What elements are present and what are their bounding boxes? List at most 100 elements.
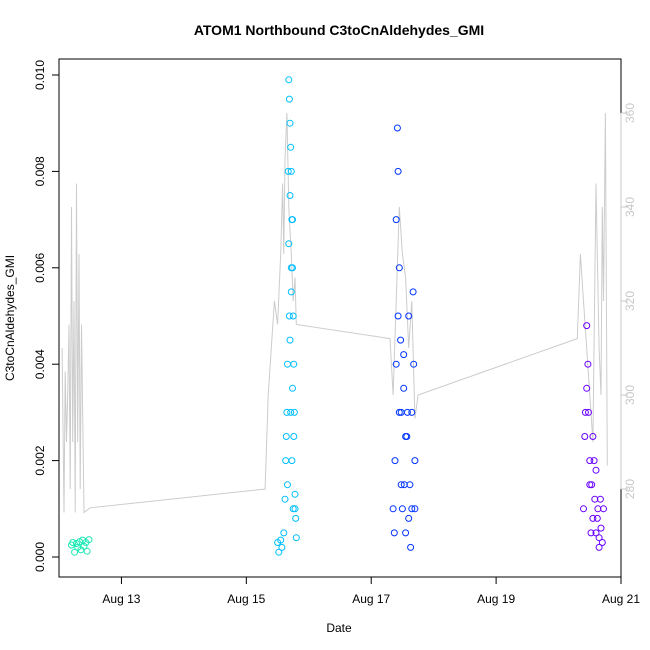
data-point-series-4 xyxy=(595,534,603,542)
y2-tick-label: 320 xyxy=(623,291,637,311)
x-tick-label: Aug 13 xyxy=(102,592,140,606)
data-point-series-2 xyxy=(281,495,289,503)
data-point-series-1 xyxy=(83,547,91,555)
data-point-series-2 xyxy=(286,192,294,199)
y-tick-label: 0.000 xyxy=(33,542,47,572)
data-point-series-3 xyxy=(389,505,397,513)
data-point-series-3 xyxy=(392,216,400,224)
data-point-series-2 xyxy=(284,167,292,175)
data-point-series-3 xyxy=(397,481,405,489)
data-point-series-3 xyxy=(395,264,403,272)
x-axis: Aug 13 Aug 15 Aug 17 Aug 19 Aug 21 xyxy=(102,576,640,606)
data-point-series-4 xyxy=(581,408,589,416)
data-point-series-3 xyxy=(407,543,415,551)
secondary-line-layer xyxy=(61,112,608,514)
data-point-series-3 xyxy=(409,288,417,296)
data-point-series-4 xyxy=(595,543,603,551)
data-point-series-2 xyxy=(277,536,285,544)
data-point-series-2 xyxy=(282,457,290,465)
data-point-series-4 xyxy=(592,529,600,537)
data-point-series-3 xyxy=(411,505,419,513)
data-point-series-4 xyxy=(600,505,607,513)
data-point-series-2 xyxy=(290,408,298,416)
data-point-series-4 xyxy=(586,457,594,465)
data-point-series-2 xyxy=(291,490,299,498)
y-tick-label: 0.002 xyxy=(33,445,47,475)
plot-frame xyxy=(58,58,622,578)
data-point-series-2 xyxy=(286,336,294,344)
y-tick-label: 0.008 xyxy=(33,156,47,186)
data-point-series-2 xyxy=(288,457,296,465)
x-tick-label: Aug 19 xyxy=(477,592,515,606)
data-point-series-2 xyxy=(287,143,295,151)
data-point-series-2 xyxy=(284,481,291,489)
data-point-series-3 xyxy=(408,408,416,416)
data-point-series-4 xyxy=(585,408,592,416)
y2-tick-label: 280 xyxy=(623,479,637,499)
y-tick-label: 0.006 xyxy=(33,252,47,282)
y-tick-label: 0.004 xyxy=(33,349,47,379)
data-point-series-3 xyxy=(405,514,413,522)
data-point-series-4 xyxy=(598,539,606,546)
data-point-series-2 xyxy=(275,548,283,556)
data-point-series-4 xyxy=(593,514,601,522)
data-point-series-3 xyxy=(394,312,402,320)
data-point-series-4 xyxy=(588,481,596,489)
data-point-series-4 xyxy=(580,505,587,513)
data-point-series-4 xyxy=(583,322,591,330)
data-point-series-2 xyxy=(285,240,293,248)
data-point-series-3 xyxy=(395,408,403,416)
data-point-series-2 xyxy=(289,505,297,513)
data-point-series-2 xyxy=(280,529,288,537)
data-point-series-1 xyxy=(80,542,88,550)
x-tick-label: Aug 17 xyxy=(352,592,390,606)
data-point-series-2 xyxy=(287,408,295,416)
data-point-series-4 xyxy=(586,481,594,489)
data-point-series-1 xyxy=(69,539,77,546)
data-point-series-3 xyxy=(405,312,413,320)
data-point-series-3 xyxy=(398,505,406,513)
data-point-series-2 xyxy=(289,216,296,224)
data-point-series-2 xyxy=(292,514,300,522)
data-point-series-4 xyxy=(596,495,604,503)
y-axis-label: C3toCnAldehydes_GMI xyxy=(3,255,17,381)
data-point-series-2 xyxy=(289,384,296,392)
y2-axis: 280 300 320 340 360 xyxy=(620,103,637,499)
chart-title: ATOM1 Northbound C3toCnAldehydes_GMI xyxy=(194,22,484,38)
data-point-series-2 xyxy=(285,312,293,320)
data-point-series-2 xyxy=(290,360,298,368)
data-point-series-3 xyxy=(391,457,399,465)
data-point-series-2 xyxy=(289,312,297,320)
data-point-series-4 xyxy=(597,524,605,532)
x-axis-label: Date xyxy=(326,621,352,635)
data-point-series-3 xyxy=(390,529,398,537)
data-point-series-2 xyxy=(287,167,295,175)
data-point-series-3 xyxy=(397,336,405,344)
data-point-series-3 xyxy=(400,351,408,359)
data-point-series-1 xyxy=(71,548,79,556)
data-point-series-4 xyxy=(589,514,597,522)
data-point-series-3 xyxy=(411,457,419,465)
data-point-series-2 xyxy=(285,95,293,103)
y2-tick-label: 340 xyxy=(623,197,637,217)
data-point-series-2 xyxy=(287,288,295,296)
data-point-series-2 xyxy=(287,264,295,272)
data-point-series-4 xyxy=(581,433,589,440)
x-tick-label: Aug 21 xyxy=(602,592,640,606)
data-point-series-3 xyxy=(392,360,400,368)
data-point-series-3 xyxy=(408,505,416,513)
data-point-series-4 xyxy=(591,495,599,503)
data-point-series-3 xyxy=(400,384,408,392)
data-point-series-2 xyxy=(284,360,291,368)
data-point-series-2 xyxy=(286,119,294,127)
data-point-series-2 xyxy=(282,433,290,440)
x-tick-label: Aug 15 xyxy=(227,592,265,606)
data-point-series-2 xyxy=(292,534,300,542)
data-point-series-3 xyxy=(394,167,402,175)
data-point-series-4 xyxy=(583,384,591,392)
data-point-series-3 xyxy=(402,529,410,537)
y2-tick-label: 360 xyxy=(623,103,637,123)
data-point-series-3 xyxy=(393,124,401,132)
y-tick-label: 0.010 xyxy=(33,60,47,90)
